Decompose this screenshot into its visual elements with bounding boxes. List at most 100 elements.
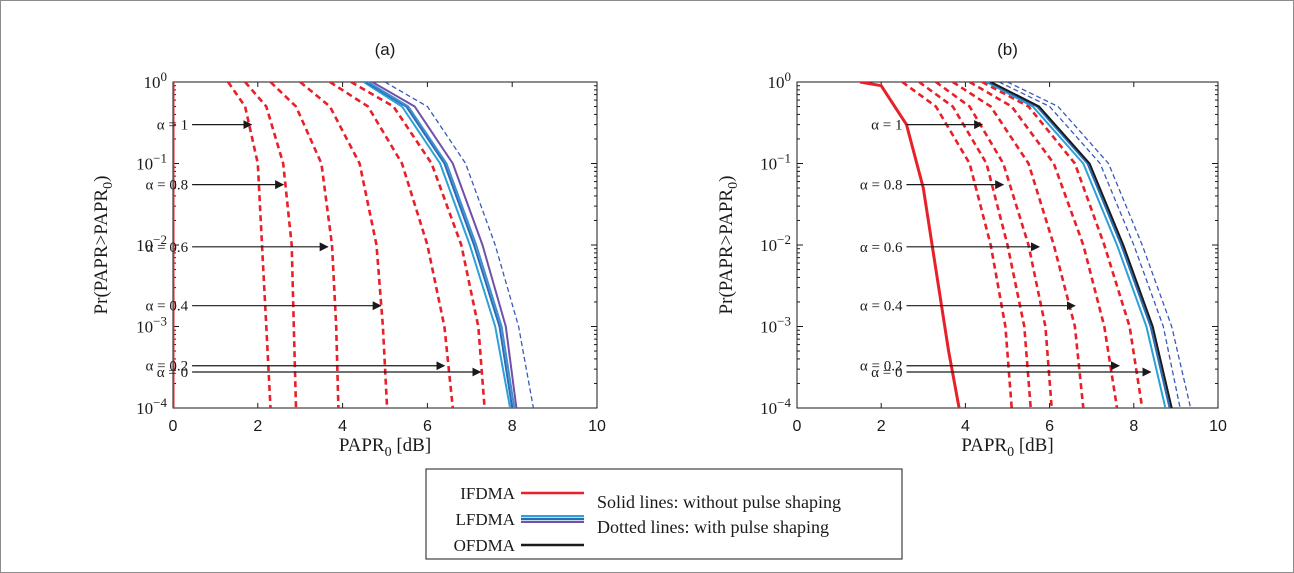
x-tick-label: 2 xyxy=(877,418,886,435)
x-tick-label: 4 xyxy=(961,418,970,435)
y-tick-label-base: 10 xyxy=(144,73,161,92)
x-tick-label: 10 xyxy=(1209,418,1227,435)
y-axis-label: Pr(PAPR>PAPR0​) xyxy=(91,176,116,315)
series-ifdma-dashed-alpha-0_6-3 xyxy=(269,82,340,408)
y-tick-label-exp: −2 xyxy=(777,232,791,247)
y-tick-label-base: 10 xyxy=(136,318,153,337)
series-ifdma-solid-0 xyxy=(859,82,961,408)
x-tick-label: 0 xyxy=(793,418,802,435)
y-tick-label-base: 10 xyxy=(136,155,153,174)
y-axis-label-part: Pr(PAPR> xyxy=(716,235,737,315)
legend-label-ofdma: OFDMA xyxy=(454,536,516,555)
x-axis-label-sub: 0 xyxy=(385,445,392,460)
y-tick-label-base: 10 xyxy=(760,236,777,255)
y-axis-label: Pr(PAPR>PAPR0​) xyxy=(716,176,741,315)
panel-title: (b) xyxy=(997,40,1018,59)
y-tick-label: 10−1 xyxy=(136,151,167,174)
y-tick-label-base: 10 xyxy=(136,399,153,418)
legend-note: Dotted lines: with pulse shaping xyxy=(597,517,829,537)
x-axis-label-sub: 0 xyxy=(1007,445,1014,460)
y-axis-label-part: ) xyxy=(716,176,737,182)
curves xyxy=(859,82,1192,408)
x-tick-label: 6 xyxy=(1045,418,1054,435)
series-ofdma-solid-9 xyxy=(990,82,1173,408)
y-tick-label-base: 10 xyxy=(760,399,777,418)
series-ifdma-dashed-alpha-0_4-4 xyxy=(952,82,1085,408)
series-ifdma-dashed-alpha-0_6-3 xyxy=(935,82,1053,408)
y-tick-label-exp: −4 xyxy=(153,395,167,410)
x-axis-label-papr: PAPR xyxy=(339,435,385,456)
x-tick-label: 0 xyxy=(169,418,178,435)
alpha-label: α = 0.4 xyxy=(146,299,189,315)
x-axis-label-part: [dB] xyxy=(1014,435,1054,456)
y-tick-label: 100 xyxy=(768,69,792,92)
series-ifdma-dashed-alpha-0_2-5 xyxy=(968,82,1119,408)
y-tick-label-base: 10 xyxy=(136,236,153,255)
alpha-label: α = 0.2 xyxy=(146,359,189,375)
legend-label-lfdma: LFDMA xyxy=(455,510,515,529)
y-tick-label-base: 10 xyxy=(760,318,777,337)
y-tick-label-exp: −4 xyxy=(777,395,791,410)
y-tick-label: 10−2 xyxy=(760,232,791,255)
y-tick-label: 10−2 xyxy=(136,232,167,255)
y-tick-label: 10−4 xyxy=(136,395,167,418)
x-axis-label-papr: PAPR xyxy=(961,435,1007,456)
legend-note: Solid lines: without pulse shaping xyxy=(597,492,841,512)
series-ifdma-dashed-alpha-0_2-5 xyxy=(329,82,455,408)
alpha-label: α = 1 xyxy=(157,118,188,134)
y-tick-label-exp: −2 xyxy=(153,232,167,247)
alpha-label: α = 0.8 xyxy=(146,178,189,194)
x-tick-label: 6 xyxy=(423,418,432,435)
series-lfdma-solid-7 xyxy=(986,82,1167,408)
legend-label-ifdma: IFDMA xyxy=(460,484,516,503)
alpha-label: α = 1 xyxy=(871,118,902,134)
series-ifdma-dashed-alpha-0_8-2 xyxy=(244,82,298,408)
y-tick-label-exp: −3 xyxy=(153,314,167,329)
y-axis-label-sub: 0 xyxy=(101,182,116,189)
alpha-label: α = 0.2 xyxy=(860,359,903,375)
y-tick-label: 10−4 xyxy=(760,395,791,418)
legend-frame xyxy=(425,468,903,560)
y-tick-label-exp: −1 xyxy=(777,151,791,166)
y-tick-label: 10−3 xyxy=(760,314,791,337)
series-lfdma-solid-9 xyxy=(367,82,516,408)
y-tick-label-base: 10 xyxy=(760,155,777,174)
x-axis-label-part: [dB] xyxy=(392,435,432,456)
series-ifdma-dashed-alpha-0-6 xyxy=(350,82,486,408)
series-ofdma-dashed-11 xyxy=(1007,82,1192,408)
y-axis-label-sub: 0 xyxy=(726,182,741,189)
series-lfdma-dashed-10 xyxy=(998,82,1181,408)
series-ofdma-dashed-11 xyxy=(384,82,535,408)
x-tick-label: 8 xyxy=(508,418,517,435)
x-axis-label: PAPR0​ [dB] xyxy=(961,435,1053,460)
series-ifdma-dashed-alpha-1-1 xyxy=(901,82,1013,408)
alpha-label: α = 0.4 xyxy=(860,299,903,315)
alpha-label: α = 0 xyxy=(871,365,902,381)
x-axis-label: PAPR0​ [dB] xyxy=(339,435,431,460)
x-tick-label: 4 xyxy=(338,418,347,435)
x-tick-label: 10 xyxy=(588,418,606,435)
alpha-label: α = 0.8 xyxy=(860,178,903,194)
y-tick-label-exp: 0 xyxy=(161,69,168,84)
series-ifdma-dashed-alpha-0-6 xyxy=(981,82,1144,408)
y-tick-label-base: 10 xyxy=(768,73,785,92)
y-axis-label-part: Pr(PAPR> xyxy=(91,235,112,315)
series-lfdma-solid-8 xyxy=(365,82,514,408)
alpha-label: α = 0 xyxy=(157,365,188,381)
y-axis-label-part: ) xyxy=(91,176,112,182)
y-tick-label: 100 xyxy=(144,69,168,92)
x-tick-label: 8 xyxy=(1129,418,1138,435)
alpha-label: α = 0.6 xyxy=(146,240,189,256)
series-ofdma-solid-10 xyxy=(371,82,518,408)
curves xyxy=(173,82,535,408)
series-lfdma-solid-7 xyxy=(363,82,512,408)
series-ifdma-dashed-alpha-0_4-4 xyxy=(299,82,389,408)
series-ifdma-dashed-alpha-0_8-2 xyxy=(918,82,1032,408)
y-tick-label-exp: −1 xyxy=(153,151,167,166)
series-ifdma-dashed-alpha-1-1 xyxy=(227,82,272,408)
y-tick-label: 10−1 xyxy=(760,151,791,174)
y-tick-label-exp: −3 xyxy=(777,314,791,329)
